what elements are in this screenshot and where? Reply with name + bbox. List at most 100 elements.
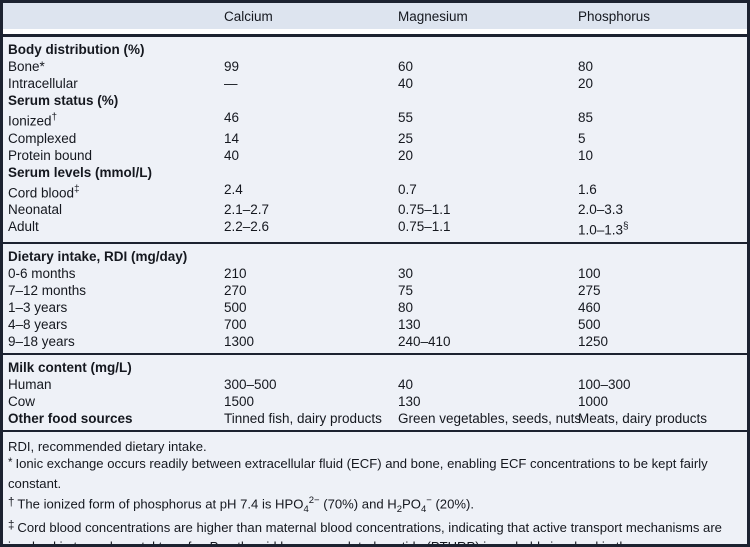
cell-magnesium bbox=[398, 92, 578, 109]
cell-calcium: 46 bbox=[224, 110, 240, 125]
table-row: Ionized† 46 55 85 bbox=[3, 109, 747, 130]
cell-calcium: Tinned fish, dairy products bbox=[224, 410, 382, 426]
cell-magnesium: 240–410 bbox=[398, 333, 451, 349]
cell-calcium: 500 bbox=[224, 299, 247, 315]
cell-phosphorus: 500 bbox=[578, 316, 601, 332]
row-label: 0-6 months bbox=[8, 265, 76, 281]
row-label: 7–12 months bbox=[8, 282, 87, 298]
table-section-distribution-serum: Body distribution (%) Bone* 99 60 80 Intracel… bbox=[3, 37, 747, 242]
table-row: Intracellular — 40 20 bbox=[3, 75, 747, 92]
table-row: Other food sources Tinned fish, dairy pro… bbox=[3, 410, 747, 427]
cell-calcium: — bbox=[224, 76, 238, 91]
cell-phosphorus: 5 bbox=[578, 130, 586, 146]
table-row: 9–18 years 1300 240–410 1250 bbox=[3, 333, 747, 350]
footnote-marker: † bbox=[8, 497, 15, 510]
cell-magnesium: Green vegetables, seeds, nuts bbox=[398, 410, 582, 426]
cell-calcium bbox=[224, 164, 398, 181]
cell-calcium: 2.1–2.7 bbox=[224, 202, 270, 217]
table-row: Complexed 14 25 5 bbox=[3, 130, 747, 147]
cell-magnesium bbox=[398, 359, 578, 376]
row-label: Intracellular bbox=[8, 76, 78, 91]
cell-calcium bbox=[224, 248, 398, 265]
column-header-calcium: Calcium bbox=[224, 8, 273, 24]
table-row: 1–3 years 500 80 460 bbox=[3, 299, 747, 316]
cell-magnesium bbox=[398, 164, 578, 181]
cell-phosphorus: 1000 bbox=[578, 393, 609, 409]
row-label: 9–18 years bbox=[8, 333, 75, 349]
cell-phosphorus: 85 bbox=[578, 110, 594, 125]
cell-magnesium: 25 bbox=[398, 130, 414, 146]
row-label: 1–3 years bbox=[8, 299, 68, 315]
cell-calcium: 700 bbox=[224, 316, 247, 332]
cell-phosphorus: 460 bbox=[578, 299, 601, 315]
cell-calcium bbox=[224, 359, 398, 376]
table-row: Serum levels (mmol/L) bbox=[3, 164, 747, 181]
table-row: Adult 2.2–2.6 0.75–1.1 1.0–1.3§ bbox=[3, 218, 747, 239]
row-label: Human bbox=[8, 376, 52, 392]
cell-calcium: 1300 bbox=[224, 333, 255, 349]
cell-phosphorus: Meats, dairy products bbox=[578, 410, 708, 426]
table-row: Body distribution (%) bbox=[3, 41, 747, 58]
table-row: 4–8 years 700 130 500 bbox=[3, 316, 747, 333]
cell-magnesium bbox=[398, 41, 578, 58]
cell-phosphorus: 1.6 bbox=[578, 181, 597, 197]
cell-magnesium: 75 bbox=[398, 282, 414, 298]
footnote-line: RDI, recommended dietary intake. bbox=[8, 438, 207, 454]
cell-magnesium: 130 bbox=[398, 316, 421, 332]
table-row: Dietary intake, RDI (mg/day) bbox=[3, 248, 747, 265]
cell-calcium bbox=[224, 41, 398, 58]
table-section-milk-content: Milk content (mg/L) Human 300–500 40 100–300… bbox=[3, 352, 747, 430]
footnote-marker: * bbox=[8, 456, 13, 469]
table-section-dietary-intake: Dietary intake, RDI (mg/day) 0-6 months 21… bbox=[3, 241, 747, 353]
cell-phosphorus: 100 bbox=[578, 265, 601, 281]
cell-magnesium: 0.7 bbox=[398, 181, 417, 197]
cell-phosphorus bbox=[578, 359, 747, 376]
row-label: Milk content (mg/L) bbox=[8, 359, 132, 375]
cell-phosphorus: 1250 bbox=[578, 333, 609, 349]
cell-magnesium: 0.75–1.1 bbox=[398, 219, 451, 234]
row-label: Bone* bbox=[8, 59, 45, 74]
table-row: Neonatal 2.1–2.7 0.75–1.1 2.0–3.3 bbox=[3, 201, 747, 218]
cell-phosphorus: 100–300 bbox=[578, 376, 631, 392]
cell-magnesium bbox=[398, 248, 578, 265]
footnotes: RDI, recommended dietary intake. * Ionic e… bbox=[3, 429, 747, 547]
row-label: Ionized† bbox=[8, 112, 58, 129]
cell-calcium: 40 bbox=[224, 147, 240, 163]
cell-magnesium: 40 bbox=[398, 376, 414, 392]
row-label: Body distribution (%) bbox=[8, 42, 145, 57]
table-row: Serum status (%) bbox=[3, 92, 747, 109]
cell-magnesium: 80 bbox=[398, 299, 414, 315]
row-label: Other food sources bbox=[8, 410, 133, 426]
footnote-line: ‡ Cord blood concentrations are higher th… bbox=[8, 519, 722, 547]
cell-phosphorus: 20 bbox=[578, 76, 594, 91]
cell-magnesium: 0.75–1.1 bbox=[398, 202, 451, 217]
cell-magnesium: 40 bbox=[398, 76, 414, 91]
header-gap-divider bbox=[3, 29, 747, 34]
cell-calcium: 99 bbox=[224, 59, 240, 74]
table-row: Bone* 99 60 80 bbox=[3, 58, 747, 75]
row-label: Neonatal bbox=[8, 202, 63, 217]
cell-magnesium: 130 bbox=[398, 393, 421, 409]
row-label: Serum levels (mmol/L) bbox=[8, 164, 153, 180]
cell-phosphorus: 10 bbox=[578, 147, 594, 163]
cell-calcium: 2.2–2.6 bbox=[224, 219, 270, 234]
table-row: Cord blood‡ 2.4 0.7 1.6 bbox=[3, 181, 747, 202]
cell-phosphorus: 275 bbox=[578, 282, 601, 298]
cell-calcium: 2.4 bbox=[224, 181, 243, 197]
cell-magnesium: 20 bbox=[398, 147, 414, 163]
cell-phosphorus: 1.0–1.3§ bbox=[578, 221, 629, 238]
table-row: 0-6 months 210 30 100 bbox=[3, 265, 747, 282]
column-header-magnesium: Magnesium bbox=[398, 8, 468, 24]
cell-phosphorus: 2.0–3.3 bbox=[578, 202, 624, 217]
table-row: Milk content (mg/L) bbox=[3, 359, 747, 376]
cell-phosphorus bbox=[578, 92, 747, 109]
cell-phosphorus bbox=[578, 248, 747, 265]
cell-calcium: 14 bbox=[224, 130, 240, 146]
table-header-row: Calcium Magnesium Phosphorus bbox=[3, 3, 747, 29]
table-row: Protein bound 40 20 10 bbox=[3, 147, 747, 164]
row-label: Cord blood‡ bbox=[8, 183, 80, 201]
row-label: Complexed bbox=[8, 130, 77, 146]
footnote-line: * Ionic exchange occurs readily between e… bbox=[8, 456, 708, 491]
row-label: Protein bound bbox=[8, 147, 93, 163]
